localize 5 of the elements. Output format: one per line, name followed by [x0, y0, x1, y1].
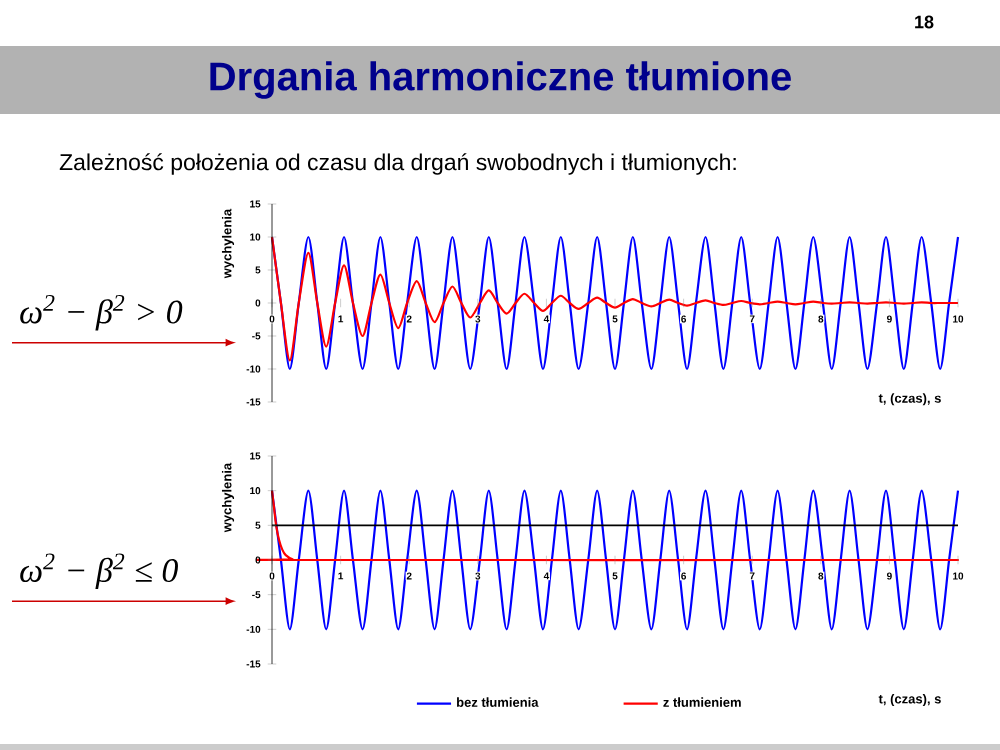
text: 18 — [915, 15, 934, 29]
chart-subtitle: Zależność położenia od czasu dla drgań swobodnych i tłumionych: — [59, 153, 736, 175]
text: ω$^{2}$ − β$^{2}$ ≤ 0 — [20, 553, 178, 589]
chart-title: Drgania harmoniczne tłumione — [210, 61, 791, 99]
text: ω$^{2}$ − β$^{2}$ > 0 — [20, 294, 183, 331]
